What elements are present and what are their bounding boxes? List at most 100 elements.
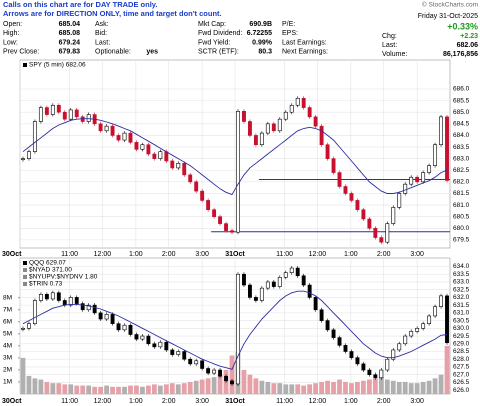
volume-bar [68, 384, 74, 394]
candle [265, 281, 270, 289]
candle [218, 369, 223, 377]
x-tick-label: 30Oct [2, 398, 22, 405]
stat-label: Last: [95, 39, 110, 46]
volume-bar [259, 380, 265, 394]
candle [170, 349, 175, 355]
y-tick-label: 680.5 [453, 213, 470, 220]
volume-bar [157, 385, 163, 394]
volume-bar [378, 377, 384, 394]
x-tick-label: 1:00 [129, 398, 143, 405]
volume-bar [349, 383, 354, 394]
candle [32, 300, 37, 324]
stat-value: 0.99% [252, 39, 273, 46]
y-tick-label: 681.5 [453, 190, 470, 197]
candle [62, 111, 67, 120]
candle [74, 297, 79, 304]
y-tick-label: 683.5 [453, 144, 470, 151]
candle [182, 162, 187, 176]
x-tick-label: 3:00 [410, 398, 424, 405]
volume-bar [110, 386, 115, 394]
legend-swatch [23, 268, 27, 272]
candle [146, 144, 151, 155]
candle [343, 186, 348, 194]
x-tick-label: 3:00 [195, 398, 209, 405]
candle [349, 351, 354, 358]
volume-bar [199, 379, 205, 394]
candle [152, 153, 157, 159]
candle [427, 315, 432, 324]
stat-label: Optionable: [95, 49, 131, 56]
volume-bar [432, 378, 438, 394]
volume-bar [438, 374, 444, 394]
y-tick-label: 627.0 [453, 371, 470, 378]
candle [224, 375, 228, 382]
y-tick-label: 630.0 [453, 325, 470, 332]
candle [265, 123, 270, 134]
candle [188, 174, 193, 183]
candle [98, 312, 103, 320]
candle [325, 144, 330, 159]
candle [86, 114, 91, 122]
candle [236, 273, 240, 385]
candle [98, 123, 103, 132]
candle [230, 380, 234, 385]
stat-value: 685.04 [59, 21, 81, 28]
candle [164, 151, 169, 162]
x-tick-label: 11:00 [61, 251, 78, 258]
y2-tick-label: 6M [3, 319, 12, 326]
volume-bar [414, 383, 420, 394]
legend-entry: $NYUPV:$NYDNV 1.80 [29, 274, 98, 281]
candle [164, 341, 169, 351]
x-tick-label: 11:00 [61, 398, 78, 405]
x-tick-label: 2:00 [377, 398, 391, 405]
volume-bar [122, 386, 127, 394]
volume-bar [390, 380, 396, 394]
candle [230, 230, 234, 233]
stat-label: P/E: [282, 21, 295, 28]
stat-value: 679.24 [59, 39, 81, 46]
candle [271, 123, 276, 132]
volume-bar [265, 381, 271, 394]
candle [289, 104, 294, 113]
candle [403, 335, 408, 345]
candle [176, 351, 181, 355]
volume-bar [26, 375, 32, 394]
candle [277, 277, 282, 287]
x-tick-label: 12:00 [94, 398, 112, 405]
candle [379, 369, 384, 379]
candle [361, 363, 366, 371]
volume-bar [396, 381, 402, 394]
volume-bar [319, 381, 324, 394]
volume-bar [211, 377, 217, 394]
y-tick-label: 685.5 [453, 97, 470, 104]
candle [110, 314, 115, 324]
candle [27, 151, 31, 159]
stat-label: EPS: [282, 30, 298, 37]
candle [116, 135, 121, 141]
candle [253, 297, 258, 301]
stat-label: Next Earnings: [282, 49, 328, 56]
y-tick-label: 631.0 [453, 310, 470, 317]
legend-entry: SPY (5 min) 682.06 [29, 62, 86, 69]
candle [134, 142, 139, 150]
candle [32, 121, 37, 152]
candle [128, 324, 133, 335]
volume-bar [50, 383, 56, 394]
x-tick-label: 11:00 [276, 398, 293, 405]
y-tick-label: 627.5 [453, 364, 470, 371]
change-pct: +0.33% [447, 21, 478, 31]
candle [319, 125, 324, 146]
candle [194, 360, 199, 365]
x-tick-label: 1:00 [344, 398, 358, 405]
x-tick-label: 12:00 [94, 251, 112, 258]
legend-entry: QQQ 629.07 [29, 260, 66, 267]
candle [367, 218, 372, 229]
candle [128, 132, 133, 143]
stat-label: Ask: [95, 21, 109, 28]
y2-tick-label: 7M [3, 306, 12, 313]
volume-bar [74, 385, 80, 394]
candle [170, 160, 175, 169]
candle [146, 335, 151, 345]
candle [242, 273, 246, 286]
candle [27, 323, 31, 329]
